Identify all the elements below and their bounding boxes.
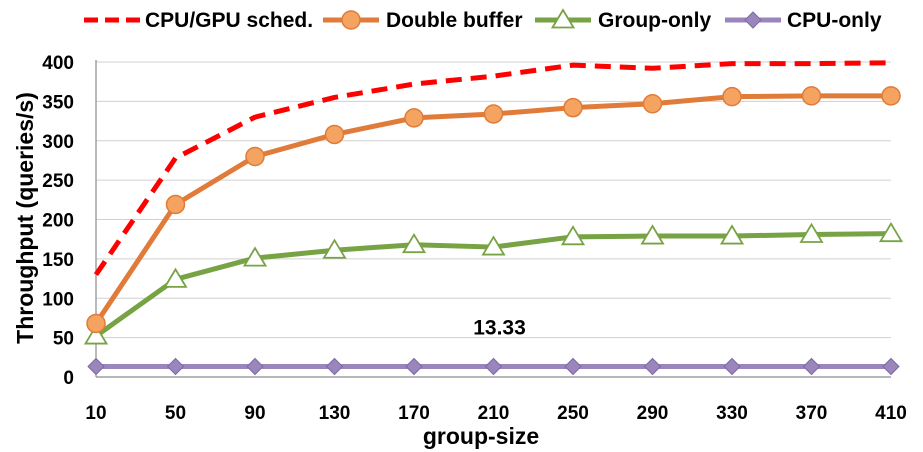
data-point bbox=[165, 194, 186, 215]
data-point bbox=[802, 357, 821, 376]
x-tick-label: 410 bbox=[875, 403, 907, 424]
y-axis-title: Throughput (queries/s) bbox=[12, 92, 38, 344]
x-tick-label: 50 bbox=[165, 403, 186, 424]
data-point bbox=[481, 235, 506, 256]
data-point bbox=[643, 357, 662, 376]
data-point bbox=[483, 104, 504, 124]
series-line bbox=[93, 93, 891, 325]
data-point bbox=[722, 86, 742, 107]
y-tick-label: 400 bbox=[42, 53, 74, 74]
data-point bbox=[166, 357, 185, 376]
x-tick-label: 130 bbox=[319, 403, 351, 424]
legend-label: Double buffer bbox=[386, 9, 523, 32]
data-point bbox=[878, 221, 904, 243]
series-double-buffer bbox=[86, 86, 901, 334]
y-tick-label: 0 bbox=[63, 368, 74, 389]
data-point bbox=[322, 238, 347, 259]
legend-label: CPU/GPU sched. bbox=[145, 9, 313, 32]
data-point bbox=[404, 108, 424, 128]
x-tick-label: 330 bbox=[716, 403, 748, 424]
data-point bbox=[405, 357, 423, 376]
series-cpu-only bbox=[87, 357, 900, 376]
legend-label: Group-only bbox=[598, 9, 711, 32]
legend-marker bbox=[550, 8, 576, 29]
y-tick-label: 300 bbox=[42, 132, 74, 153]
data-point bbox=[723, 357, 741, 376]
legend-label: CPU-only bbox=[787, 9, 882, 32]
annotations: 13.33 bbox=[473, 317, 526, 340]
legend-marker bbox=[744, 11, 762, 29]
data-point bbox=[242, 246, 268, 267]
data-point bbox=[801, 86, 822, 106]
data-point bbox=[563, 97, 583, 118]
data-point bbox=[83, 324, 109, 345]
data-point bbox=[882, 357, 900, 376]
x-tick-label: 250 bbox=[557, 403, 589, 424]
data-point bbox=[87, 357, 105, 376]
x-tick-label: 170 bbox=[398, 403, 430, 424]
x-tick-label: 290 bbox=[637, 403, 669, 424]
x-axis-title: group-size bbox=[423, 423, 539, 449]
series-layer bbox=[83, 60, 904, 376]
y-tick-label: 100 bbox=[42, 289, 74, 310]
y-tick-label: 250 bbox=[42, 171, 74, 192]
data-point bbox=[484, 357, 503, 376]
data-point bbox=[642, 93, 663, 114]
x-tick-label: 90 bbox=[244, 403, 265, 424]
data-point bbox=[640, 224, 665, 245]
data-point bbox=[401, 232, 427, 254]
data-point bbox=[163, 267, 188, 288]
data-point bbox=[86, 313, 106, 334]
data-point bbox=[719, 224, 745, 245]
data-point bbox=[799, 222, 824, 243]
data-point bbox=[564, 357, 582, 376]
y-tick-label: 50 bbox=[53, 329, 74, 350]
legend-item: CPU-only bbox=[725, 9, 882, 32]
series-cpu-gpu-sched- bbox=[93, 60, 892, 277]
x-tick-label: 210 bbox=[478, 403, 510, 424]
x-tick-label: 370 bbox=[796, 403, 828, 424]
data-point bbox=[324, 124, 345, 145]
data-point bbox=[245, 146, 265, 167]
gridlines bbox=[96, 61, 891, 339]
y-tick-labels: 0 50 100 150 200 250 300 350 400 bbox=[42, 53, 74, 389]
series-line bbox=[93, 60, 892, 277]
data-point bbox=[325, 357, 344, 376]
y-tick-label: 150 bbox=[42, 250, 74, 271]
data-point bbox=[560, 225, 586, 246]
y-tick-label: 350 bbox=[42, 92, 74, 113]
x-tick-labels: 10 50 90 130 170 210 250 290 330 370 410 bbox=[85, 403, 906, 424]
series-group-only bbox=[83, 221, 904, 345]
legend-item: Group-only bbox=[535, 8, 711, 32]
data-point bbox=[881, 86, 901, 106]
y-tick-label: 200 bbox=[42, 211, 74, 232]
data-point bbox=[246, 357, 264, 376]
legend: CPU/GPU sched. Double buffer Group-only CPU… bbox=[84, 8, 882, 32]
legend-marker bbox=[341, 10, 361, 30]
annotation-label: 13.33 bbox=[473, 317, 526, 340]
legend-item: CPU/GPU sched. bbox=[84, 9, 313, 32]
x-tick-label: 10 bbox=[85, 403, 106, 424]
legend-item: Double buffer bbox=[323, 9, 523, 32]
